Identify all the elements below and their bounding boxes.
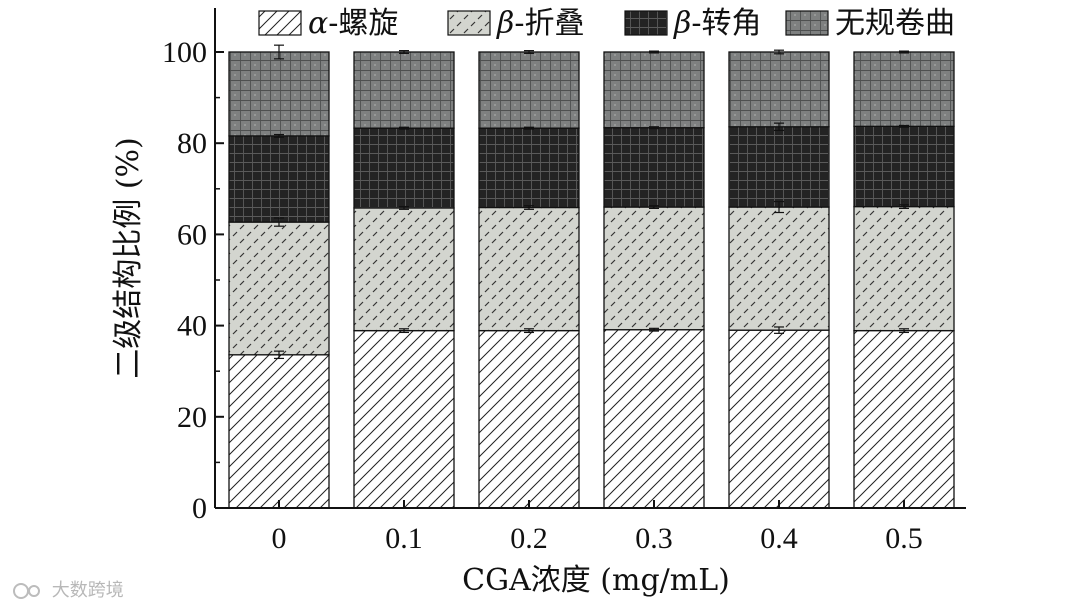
y-tick-label: 60 xyxy=(177,218,207,251)
bar-segment-3-cat-5 xyxy=(853,51,955,127)
bar-segment-1-cat-5 xyxy=(853,205,955,332)
bar-segment-0-cat-4 xyxy=(728,329,830,509)
error-bar-3-cat-5 xyxy=(899,50,909,54)
x-tick-label: 0.4 xyxy=(760,522,798,555)
bar-segment-2-cat-0 xyxy=(228,135,330,223)
y-tick-label: 100 xyxy=(162,36,207,69)
error-bar-2-cat-1 xyxy=(399,126,409,130)
bar-segment-1-cat-1 xyxy=(353,207,455,332)
legend: α-螺旋 β-折叠 β-转角 无规卷曲 xyxy=(258,6,955,41)
bar-segment-0-cat-5 xyxy=(853,329,955,509)
legend-label: β-转角 xyxy=(673,6,761,41)
error-bar-0-cat-5 xyxy=(899,328,909,334)
y-tick-label: 40 xyxy=(177,310,207,343)
error-bar-3-cat-1 xyxy=(399,50,409,54)
bar-segment-0-cat-1 xyxy=(353,329,455,509)
error-bar-0-cat-2 xyxy=(524,328,534,334)
axes-group: 0 20 40 60 80 100 0 0.1 0.2 0.3 0.4 0.5 xyxy=(162,8,966,555)
x-tick-label: 0.3 xyxy=(635,522,673,555)
legend-swatch xyxy=(447,10,491,36)
bar-segment-3-cat-0 xyxy=(228,51,330,137)
bars-group xyxy=(228,51,955,509)
bar-segment-1-cat-4 xyxy=(728,206,830,331)
legend-item-2: β-转角 xyxy=(624,6,761,41)
x-tick-label: 0.1 xyxy=(385,522,423,555)
bar-segment-0-cat-0 xyxy=(228,354,330,509)
error-bars-group xyxy=(274,44,909,360)
error-bar-0-cat-4 xyxy=(774,326,784,334)
y-tick-label: 80 xyxy=(177,127,207,160)
error-bar-3-cat-2 xyxy=(524,50,534,54)
x-tick-label: 0 xyxy=(272,522,287,555)
error-bar-2-cat-4 xyxy=(774,122,784,132)
error-bar-1-cat-0 xyxy=(274,217,284,227)
error-bar-3-cat-3 xyxy=(649,50,659,54)
bar-segment-1-cat-3 xyxy=(603,206,705,331)
bar-segment-2-cat-1 xyxy=(353,127,455,209)
bar-segment-2-cat-2 xyxy=(478,127,580,209)
bar-segment-2-cat-4 xyxy=(728,126,830,208)
legend-label: α-螺旋 xyxy=(308,6,398,41)
error-bar-2-cat-5 xyxy=(899,124,909,128)
y-tick-label: 0 xyxy=(192,492,207,525)
legend-item-1: β-折叠 xyxy=(447,6,584,41)
error-bar-1-cat-4 xyxy=(774,200,784,214)
watermark-text: 大数跨境 xyxy=(51,580,124,601)
error-bar-2-cat-3 xyxy=(649,126,659,130)
bar-segment-1-cat-0 xyxy=(228,221,330,356)
bar-segment-0-cat-2 xyxy=(478,329,580,509)
error-bar-1-cat-5 xyxy=(899,204,909,210)
error-bar-0-cat-1 xyxy=(399,328,409,334)
legend-swatch xyxy=(785,10,829,36)
bar-segment-3-cat-2 xyxy=(478,51,580,129)
x-tick-label: 0.2 xyxy=(510,522,548,555)
legend-swatch xyxy=(258,10,302,36)
bar-segment-3-cat-3 xyxy=(603,51,705,129)
error-bar-1-cat-3 xyxy=(649,205,659,210)
legend-label: 无规卷曲 xyxy=(835,6,955,41)
legend-swatch xyxy=(624,10,668,36)
bar-segment-2-cat-3 xyxy=(603,127,705,208)
x-tick-label: 0.5 xyxy=(885,522,923,555)
bar-segment-1-cat-2 xyxy=(478,206,580,332)
error-bar-2-cat-0 xyxy=(274,133,284,138)
error-bar-0-cat-0 xyxy=(274,350,284,360)
watermark-logo-icon xyxy=(13,583,40,599)
bar-segment-2-cat-5 xyxy=(853,125,955,208)
legend-label: β-折叠 xyxy=(496,6,584,41)
error-bar-2-cat-2 xyxy=(524,126,534,130)
watermark: 大数跨境 xyxy=(12,576,124,602)
bar-segment-0-cat-3 xyxy=(603,329,705,509)
error-bar-0-cat-3 xyxy=(649,327,659,332)
y-tick-label: 20 xyxy=(177,401,207,434)
x-axis-title: CGA浓度 (mg/mL) xyxy=(462,563,730,598)
error-bar-1-cat-2 xyxy=(524,205,534,210)
error-bar-3-cat-0 xyxy=(274,44,284,60)
y-axis-title: 二级结构比例 (%) xyxy=(111,137,146,378)
error-bar-3-cat-4 xyxy=(774,49,784,55)
error-bar-1-cat-1 xyxy=(399,205,409,210)
bar-segment-3-cat-4 xyxy=(728,51,830,128)
legend-item-0: α-螺旋 xyxy=(258,6,398,41)
legend-item-3: 无规卷曲 xyxy=(785,6,955,41)
bar-segment-3-cat-1 xyxy=(353,51,455,129)
